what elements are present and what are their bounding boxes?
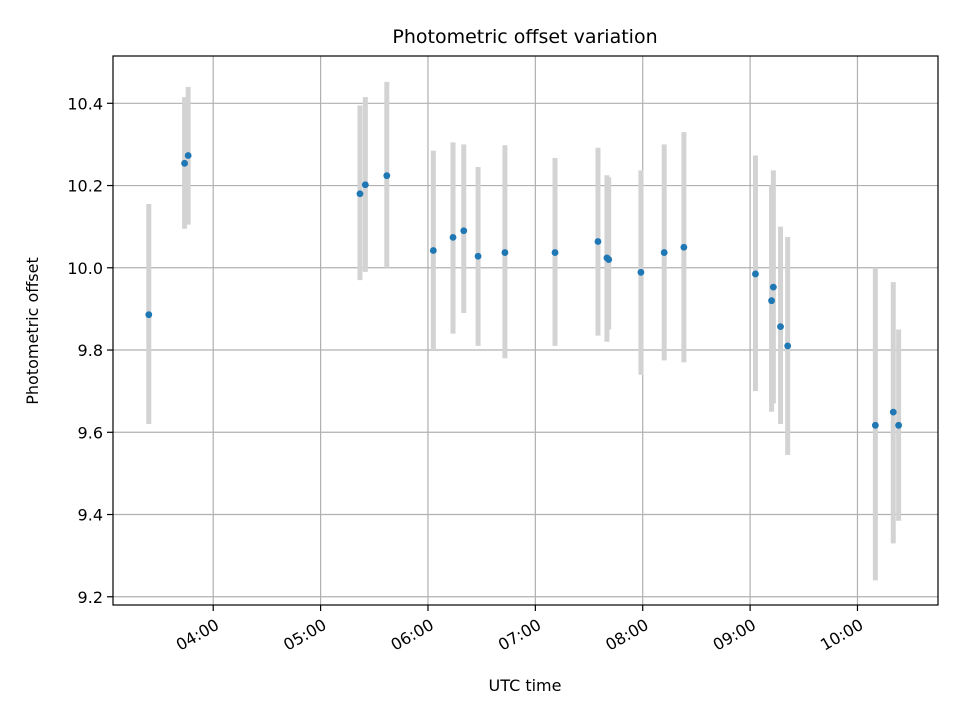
y-tick-label: 10.0 bbox=[67, 259, 103, 278]
data-point bbox=[429, 247, 437, 254]
data-point bbox=[605, 256, 613, 263]
data-point bbox=[680, 243, 688, 251]
grid bbox=[113, 56, 938, 605]
data-point bbox=[501, 249, 509, 256]
x-tick-label: 06:00 bbox=[388, 615, 437, 655]
data-point bbox=[474, 252, 482, 260]
data-point bbox=[181, 159, 188, 167]
data-point bbox=[895, 421, 903, 429]
y-tick-label: 10.2 bbox=[67, 177, 103, 196]
x-tick-label: 07:00 bbox=[495, 615, 544, 655]
data-point bbox=[460, 227, 468, 235]
data-point bbox=[361, 181, 369, 189]
x-tick-label: 10:00 bbox=[817, 615, 866, 655]
plot-frame bbox=[112, 55, 939, 606]
x-tick-label: 05:00 bbox=[280, 615, 329, 655]
x-tick-label: 08:00 bbox=[602, 615, 651, 655]
data-point bbox=[145, 311, 153, 319]
data-point bbox=[660, 249, 668, 256]
data-point bbox=[356, 190, 364, 198]
y-tick-label: 9.6 bbox=[78, 423, 103, 442]
data-point bbox=[777, 323, 784, 330]
data-point bbox=[594, 238, 602, 245]
y-tick-label: 9.8 bbox=[78, 341, 103, 360]
chart-title: Photometric offset variation bbox=[392, 26, 657, 48]
error-bars bbox=[146, 81, 902, 581]
data-point bbox=[768, 297, 775, 305]
x-axis-label: UTC time bbox=[489, 676, 562, 695]
data-points bbox=[145, 152, 903, 429]
data-point bbox=[769, 283, 777, 291]
y-tick-label: 9.2 bbox=[78, 588, 103, 607]
x-tick-label: 04:00 bbox=[173, 615, 222, 655]
data-point bbox=[551, 249, 559, 256]
data-point bbox=[184, 152, 192, 159]
data-point bbox=[637, 268, 645, 276]
y-tick-label: 9.4 bbox=[78, 506, 103, 525]
data-point bbox=[752, 270, 759, 278]
data-point bbox=[383, 172, 391, 180]
y-axis-label: Photometric offset bbox=[23, 257, 42, 405]
data-point bbox=[889, 408, 897, 416]
y-tick-label: 10.4 bbox=[67, 94, 103, 113]
x-tick-label: 09:00 bbox=[710, 615, 759, 655]
data-point bbox=[871, 421, 879, 429]
data-point bbox=[449, 233, 457, 241]
data-point bbox=[784, 342, 792, 350]
